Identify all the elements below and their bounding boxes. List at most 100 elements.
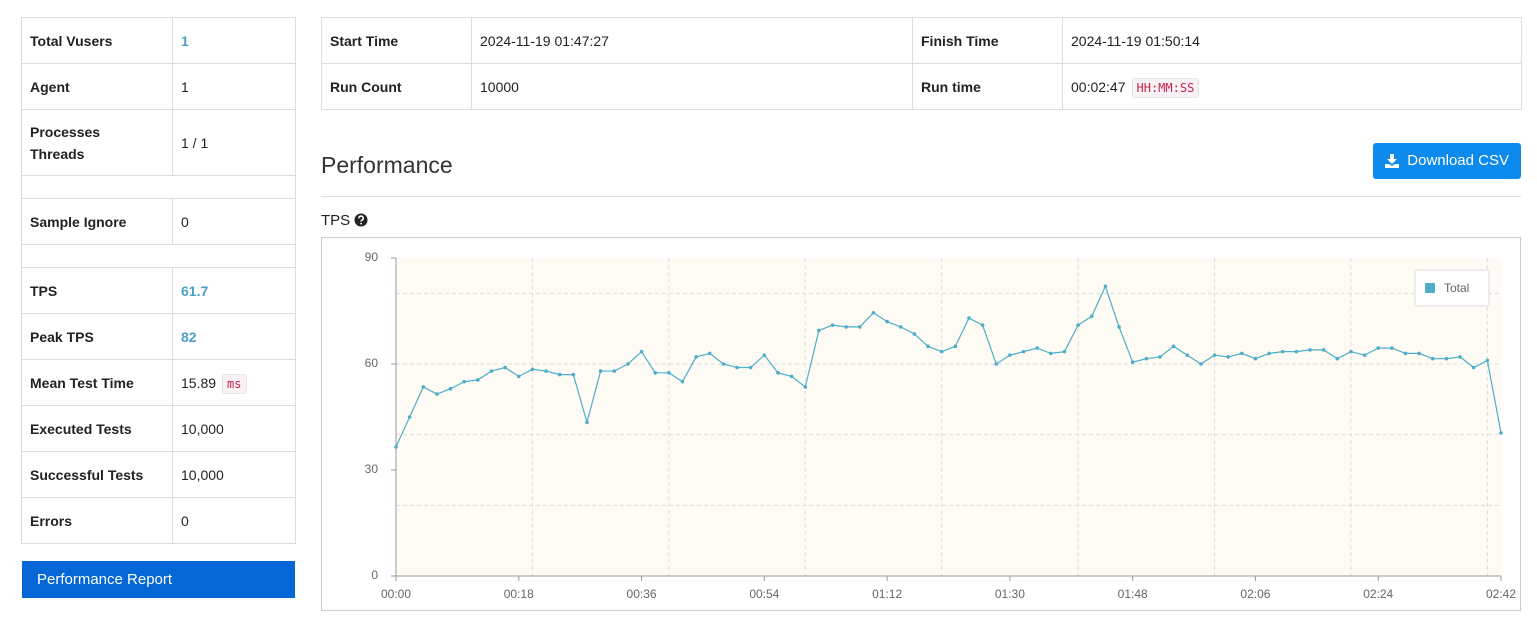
x-tick-label: 02:24 xyxy=(1363,587,1393,601)
data-point xyxy=(448,386,453,391)
value: 00:02:47 xyxy=(1071,78,1126,95)
data-point xyxy=(1376,346,1381,350)
data-point xyxy=(476,378,480,382)
report-button[interactable]: Performance Report xyxy=(22,561,295,598)
data-point xyxy=(1362,353,1367,357)
data-point xyxy=(858,325,862,329)
data-point xyxy=(776,371,780,375)
label: TPS xyxy=(21,267,173,314)
data-point xyxy=(680,379,685,384)
data-point xyxy=(1171,344,1176,349)
data-point xyxy=(817,328,821,333)
data-point xyxy=(1321,348,1326,352)
value: 10000 xyxy=(471,63,913,110)
data-point xyxy=(1035,346,1039,350)
data-point xyxy=(1444,356,1449,361)
data-point xyxy=(1499,431,1503,435)
value: 1 xyxy=(172,17,296,64)
data-point xyxy=(1144,356,1149,361)
value: 1 / 1 xyxy=(172,109,296,176)
data-point xyxy=(435,392,439,396)
label: Run time xyxy=(912,63,1063,110)
data-point xyxy=(667,371,671,375)
data-point xyxy=(1158,355,1162,359)
value: 0 xyxy=(172,497,296,544)
x-tick-label: 00:00 xyxy=(381,587,411,601)
value: 10,000 xyxy=(172,451,296,498)
value: 15.89 xyxy=(181,374,217,391)
data-point xyxy=(1253,356,1258,361)
value: 15.89 ms xyxy=(172,359,296,406)
data-point xyxy=(1240,351,1244,356)
label: Finish Time xyxy=(912,17,1063,64)
label: Sample Ignore xyxy=(21,198,173,245)
series-line xyxy=(395,284,1502,448)
data-point xyxy=(1485,358,1490,363)
data-point xyxy=(394,445,398,449)
unit: ms xyxy=(222,373,247,394)
data-point xyxy=(967,316,971,320)
data-point xyxy=(462,379,467,384)
chart-title: TPS xyxy=(321,212,351,229)
data-point xyxy=(489,369,494,373)
value: 00:02:47 HH:MM:SS xyxy=(1062,63,1522,110)
value: 61.7 xyxy=(172,267,296,314)
plot-area xyxy=(396,258,1501,576)
data-point xyxy=(980,323,985,327)
value: 82 xyxy=(172,313,296,360)
data-point xyxy=(1076,323,1080,327)
data-point xyxy=(939,349,944,354)
data-point xyxy=(1021,349,1026,354)
section-title: Performance xyxy=(321,152,453,178)
data-point xyxy=(871,310,876,315)
data-point xyxy=(612,369,617,373)
x-tick-label: 02:06 xyxy=(1240,587,1270,601)
download-icon xyxy=(1385,154,1399,168)
data-point xyxy=(1458,355,1462,359)
help-icon[interactable] xyxy=(354,213,368,227)
y-tick-label: 30 xyxy=(365,462,379,476)
label: Processes xyxy=(30,123,101,140)
data-point xyxy=(762,353,767,357)
data-point xyxy=(598,369,603,373)
data-point xyxy=(639,349,644,354)
y-tick-label: 60 xyxy=(365,356,379,370)
data-point xyxy=(735,365,739,370)
value: 2024-11-19 01:47:27 xyxy=(471,17,913,64)
value: 2024-11-19 01:50:14 xyxy=(1062,17,1522,64)
data-point xyxy=(694,355,698,359)
label: Peak TPS xyxy=(21,313,173,360)
data-point xyxy=(1185,353,1190,357)
summary-table: Total Vusers 1 Agent 1 Processes Threads 1 /… xyxy=(21,17,296,544)
legend-label: Total xyxy=(1444,281,1469,295)
value: 1 xyxy=(172,63,296,110)
data-point xyxy=(544,369,548,373)
unit: HH:MM:SS xyxy=(1131,77,1200,98)
label: Run Count xyxy=(321,63,472,110)
data-point xyxy=(789,374,794,379)
data-point xyxy=(653,371,657,375)
data-point xyxy=(421,385,426,389)
data-point xyxy=(1417,351,1421,356)
download-button[interactable]: Download CSV xyxy=(1373,143,1521,179)
data-point xyxy=(1335,356,1340,361)
data-point xyxy=(885,319,889,324)
chart: 0 30 60 90 00:00 00:18 00:36 00:54 01:12 01:30 01:… xyxy=(321,237,1521,611)
data-point xyxy=(1267,351,1271,356)
x-tick-label: 00:18 xyxy=(504,587,534,601)
value: 0 xyxy=(172,198,296,245)
value: 10,000 xyxy=(172,405,296,452)
x-tick-label: 00:54 xyxy=(749,587,779,601)
data-point xyxy=(1403,351,1408,356)
data-point xyxy=(953,344,958,349)
data-point xyxy=(1049,351,1053,356)
data-point xyxy=(1212,353,1217,357)
label: Successful Tests xyxy=(21,451,173,498)
label: Agent xyxy=(21,63,173,110)
data-point xyxy=(803,385,808,389)
data-point xyxy=(1008,353,1012,357)
data-point xyxy=(626,362,630,366)
spacer xyxy=(21,175,296,199)
x-tick-label: 01:30 xyxy=(995,587,1025,601)
